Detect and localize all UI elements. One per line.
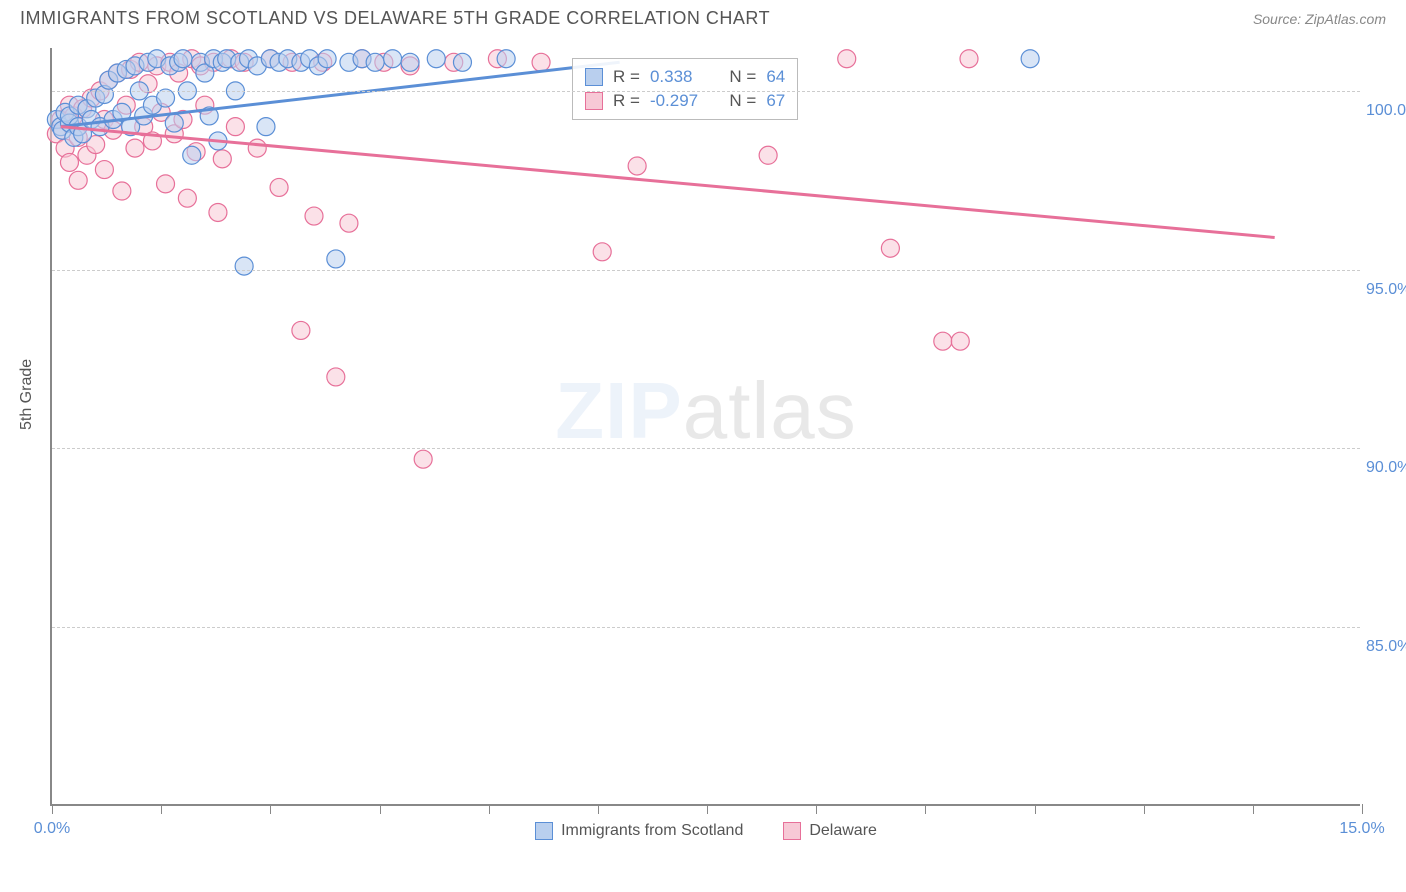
scotland-point — [327, 250, 345, 268]
delaware-point — [628, 157, 646, 175]
gridline-h — [52, 270, 1360, 271]
correlation-stats-box: R = 0.338 N = 64R = -0.297 N = 67 — [572, 58, 798, 120]
x-tick — [52, 804, 53, 814]
stats-row-delaware: R = -0.297 N = 67 — [585, 89, 785, 113]
y-tick-label: 100.0% — [1366, 102, 1406, 120]
delaware-point — [881, 239, 899, 257]
x-tick — [816, 804, 817, 814]
delaware-swatch-icon — [585, 92, 603, 110]
scotland-point — [497, 50, 515, 68]
x-tick — [1362, 804, 1363, 814]
x-tick — [1144, 804, 1145, 814]
chart-source: Source: ZipAtlas.com — [1253, 11, 1386, 27]
delaware-point — [292, 321, 310, 339]
x-tick — [380, 804, 381, 814]
scotland-point — [174, 50, 192, 68]
legend-item-delaware: Delaware — [783, 822, 877, 840]
scotland-point — [366, 53, 384, 71]
scotland-point — [318, 50, 336, 68]
scotland-point — [183, 146, 201, 164]
chart-plot-area: ZIPatlas R = 0.338 N = 64R = -0.297 N = … — [50, 48, 1360, 806]
gridline-h — [52, 448, 1360, 449]
gridline-h — [52, 91, 1360, 92]
legend: Immigrants from Scotland Delaware — [52, 822, 1360, 840]
plot-svg — [52, 48, 1360, 804]
x-tick — [598, 804, 599, 814]
delaware-point — [126, 139, 144, 157]
delaware-trend-line — [61, 127, 1275, 238]
gridline-h — [52, 627, 1360, 628]
delaware-point — [270, 178, 288, 196]
scotland-swatch-icon — [585, 68, 603, 86]
x-tick — [925, 804, 926, 814]
x-tick — [161, 804, 162, 814]
x-tick-label: 15.0% — [1339, 820, 1384, 838]
delaware-point — [960, 50, 978, 68]
stats-N-label: N = — [720, 67, 756, 87]
x-tick — [1035, 804, 1036, 814]
delaware-point — [157, 175, 175, 193]
delaware-point — [60, 153, 78, 171]
scotland-legend-swatch-icon — [535, 822, 553, 840]
chart-title: IMMIGRANTS FROM SCOTLAND VS DELAWARE 5TH… — [20, 8, 770, 29]
delaware-point — [113, 182, 131, 200]
y-tick-label: 95.0% — [1366, 281, 1406, 299]
delaware-point — [532, 53, 550, 71]
stats-N-label: N = — [720, 91, 756, 111]
delaware-point — [759, 146, 777, 164]
stats-N-value: 64 — [766, 67, 785, 87]
delaware-point — [414, 450, 432, 468]
stats-N-value: 67 — [766, 91, 785, 111]
delaware-point — [934, 332, 952, 350]
delaware-legend-swatch-icon — [783, 822, 801, 840]
scotland-point — [453, 53, 471, 71]
scotland-point — [427, 50, 445, 68]
delaware-point — [838, 50, 856, 68]
stats-R-value: 0.338 — [650, 67, 710, 87]
delaware-point — [327, 368, 345, 386]
scotland-point — [384, 50, 402, 68]
legend-item-scotland: Immigrants from Scotland — [535, 822, 743, 840]
delaware-point — [305, 207, 323, 225]
scotland-point — [165, 114, 183, 132]
delaware-point — [951, 332, 969, 350]
scotland-point — [235, 257, 253, 275]
x-tick — [707, 804, 708, 814]
delaware-point — [95, 161, 113, 179]
delaware-point — [593, 243, 611, 261]
scotland-point — [401, 53, 419, 71]
y-tick-label: 85.0% — [1366, 638, 1406, 656]
stats-R-label: R = — [613, 91, 640, 111]
legend-label: Immigrants from Scotland — [561, 822, 743, 840]
scotland-point — [257, 118, 275, 136]
x-tick-label: 0.0% — [34, 820, 70, 838]
x-tick — [270, 804, 271, 814]
x-tick — [489, 804, 490, 814]
stats-row-scotland: R = 0.338 N = 64 — [585, 65, 785, 89]
delaware-point — [209, 203, 227, 221]
delaware-point — [226, 118, 244, 136]
scotland-point — [1021, 50, 1039, 68]
y-axis-label: 5th Grade — [18, 359, 36, 430]
y-tick-label: 90.0% — [1366, 459, 1406, 477]
delaware-point — [248, 139, 266, 157]
delaware-point — [178, 189, 196, 207]
stats-R-label: R = — [613, 67, 640, 87]
delaware-point — [69, 171, 87, 189]
x-tick — [1253, 804, 1254, 814]
delaware-point — [213, 150, 231, 168]
legend-label: Delaware — [809, 822, 877, 840]
stats-R-value: -0.297 — [650, 91, 710, 111]
delaware-point — [340, 214, 358, 232]
chart-header: IMMIGRANTS FROM SCOTLAND VS DELAWARE 5TH… — [0, 0, 1406, 33]
